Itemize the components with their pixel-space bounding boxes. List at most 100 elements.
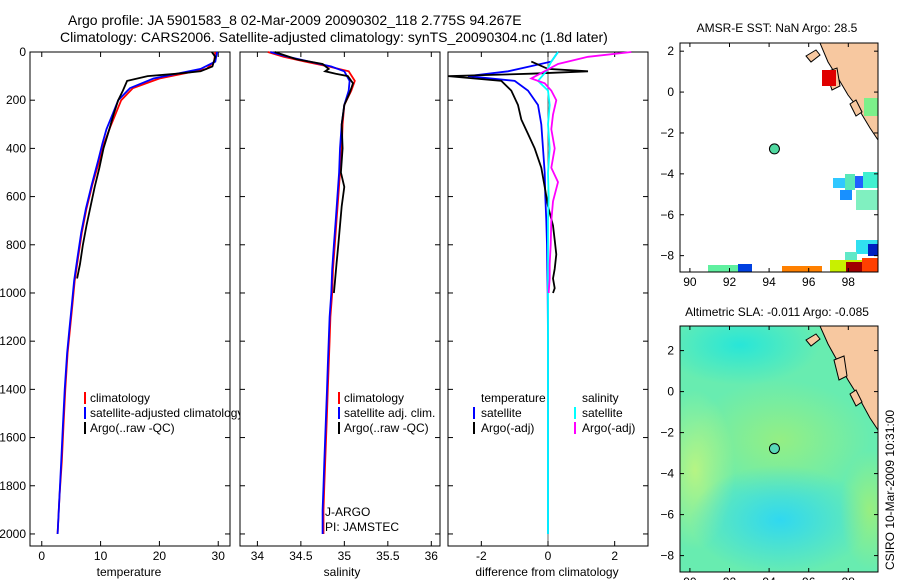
x-tick-label: 20 [153,549,167,563]
y-tick-label: 1200 [0,334,26,348]
y-tick-label: 0 [19,45,26,59]
difference-xlabel: difference from climatology [475,565,618,579]
sla-map-title: Altimetric SLA: -0.011 Argo: -0.085 [685,305,869,319]
annotation-program: J-ARGO [325,505,370,519]
series-line-sal-argo [529,51,632,294]
argo-float-marker [768,143,780,155]
y-tick-label: 1400 [0,382,26,396]
legend-label-satellite: satellite adj. clim. [344,406,435,420]
legend-label-climatology: climatology [344,391,404,405]
x-tick-label: 30 [212,549,226,563]
sst-cell-h [845,252,857,262]
temperature-xlabel: temperature [97,565,162,579]
sst-cell-a [833,178,845,188]
series-line-satellite [270,51,351,534]
x-tick-label: 34.5 [289,549,313,563]
y-tick-label: 1800 [0,479,26,493]
salinity-xlabel: salinity [324,565,361,579]
x-tick-label: 10 [94,549,108,563]
x-tick-label: 92 [723,275,737,289]
legend-label-temp-satellite: satellite [481,406,522,420]
legend-label-satellite: satellite-adjusted climatology [90,406,243,420]
y-tick-label: −4 [660,167,674,181]
y-tick-label: 0 [667,385,674,399]
island-simeulue-sla [805,333,821,347]
sst-map-frame [679,42,879,273]
y-tick-label: 2000 [0,527,26,541]
sla-map-frame [679,325,879,573]
x-tick-label: 2 [611,549,618,563]
figure-title-line1: Argo profile: JA 5901583_8 02-Mar-2009 2… [68,12,522,28]
sst-cell-i [868,244,878,256]
y-tick-label: 1000 [0,286,26,300]
legend-label-sal-argo: Argo(-adj) [582,421,635,435]
argo-float-marker [768,443,780,455]
y-tick-label: −8 [660,249,674,263]
y-tick-label: −2 [660,126,674,140]
sst-map-content [708,43,878,272]
series-line-argo [76,51,217,279]
x-tick-label: 96 [802,275,816,289]
y-tick-label: −2 [660,426,674,440]
sla-blob-east [840,450,878,570]
sla-blob-north [680,326,820,385]
y-tick-label: 2 [667,344,674,358]
x-tick-label: 94 [762,575,776,580]
x-tick-label: 34 [251,549,265,563]
sla-blob-south [690,465,870,572]
sst-map-title: AMSR-E SST: NaN Argo: 28.5 [697,21,858,35]
legend-label-climatology: climatology [90,391,150,405]
sst-cell-f [856,190,878,210]
y-tick-label: 600 [6,190,26,204]
y-tick-label: 400 [6,141,26,155]
island-siberut [849,99,863,117]
y-tick-label: 0 [667,85,674,99]
side-timestamp: CSIRO 10-Mar-2009 10:31:00 [883,410,897,570]
series-line-satellite [56,51,218,535]
salinity-legend: climatology satellite adj. clim. Argo(..… [338,391,435,435]
island-nias-sla [833,355,848,381]
x-tick-label: 35 [338,549,352,563]
sst-cell-b [845,174,855,190]
sst-cell-n [708,265,738,272]
sst-cell-d [863,172,878,188]
y-tick-label: 1600 [0,431,26,445]
sst-cell-m [782,266,822,272]
sst-cell-o [738,264,752,272]
sst-map-panel: AMSR-E SST: NaN Argo: 28.5 90 [660,21,879,289]
sst-cell-east-green [864,98,878,116]
sla-map-content [680,326,878,572]
legend-label-argo: Argo(..raw -QC) [90,421,175,435]
island-simeulue [805,49,821,63]
sst-cell-red [822,70,836,86]
y-tick-label: −8 [660,549,674,563]
series-line-sal-satellite [536,51,559,534]
sst-cell-c [855,176,863,188]
x-tick-label: 98 [842,275,856,289]
y-tick-label: 200 [6,93,26,107]
sst-cell-e [840,190,852,200]
salinity-axes [239,51,441,547]
temperature-axes [29,51,231,547]
sla-map-panel: Altimetric SLA: -0.011 Argo: -0.085 90 92… [660,305,879,580]
series-line-argo [274,51,355,294]
x-tick-label: 36 [425,549,439,563]
difference-legend: temperature satellite Argo(-adj) salinit… [473,391,635,435]
salinity-panel: 34 34.5 35 35.5 36 salinity climatology sate… [239,51,441,579]
temperature-legend: climatology satellite-adjusted climatolo… [84,391,243,435]
y-tick-label: −6 [660,208,674,222]
x-tick-label: 35.5 [376,549,400,563]
y-tick-label: 2 [667,44,674,58]
sst-cell-k [846,262,862,272]
legend-label-argo: Argo(..raw -QC) [344,421,429,435]
y-tick-label: −6 [660,508,674,522]
x-tick-label: 92 [723,575,737,580]
x-tick-label: 0 [38,549,45,563]
legend-header-salinity: salinity [582,391,619,405]
series-line-temp-argo [447,60,589,294]
legend-header-temperature: temperature [481,391,546,405]
annotation-pi: PI: JAMSTEC [325,520,399,534]
x-tick-label: 0 [545,549,552,563]
x-tick-label: 96 [802,575,816,580]
